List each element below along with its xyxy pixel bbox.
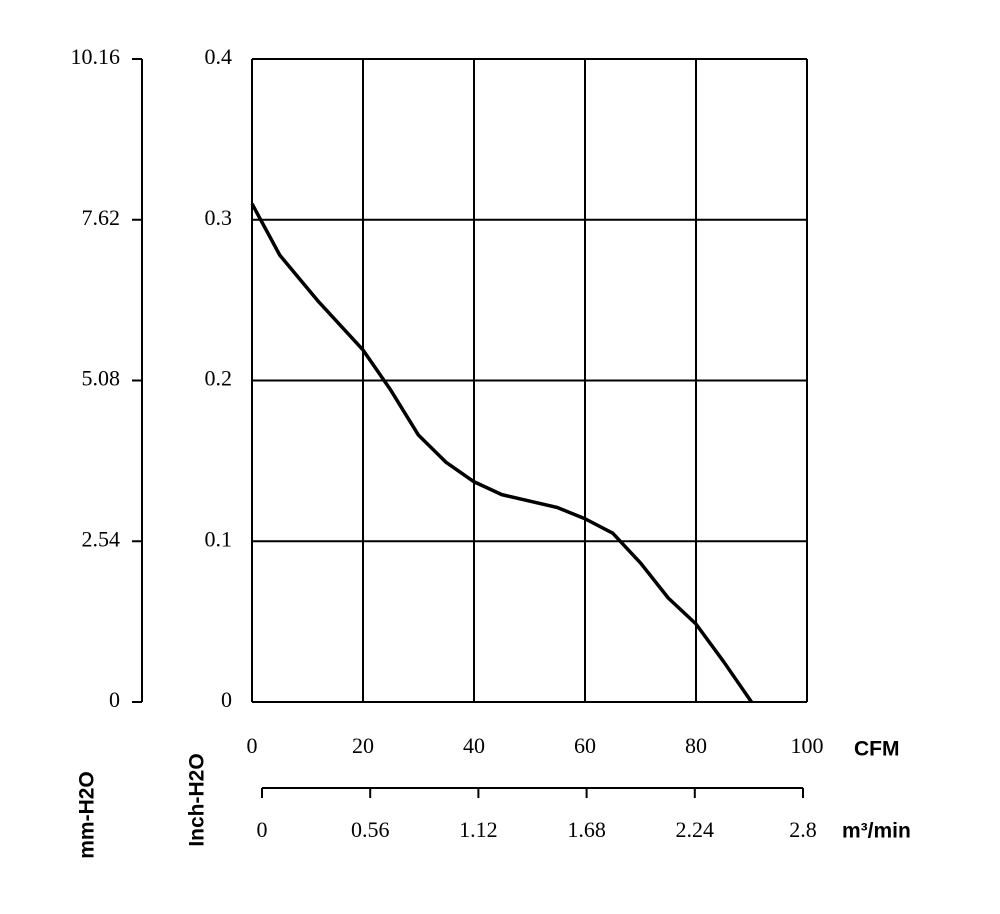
curve: [250, 202, 753, 703]
y2-tick-label: 10.16: [71, 44, 121, 69]
x-tick-label: 80: [685, 733, 707, 758]
y2-tick-label: 2.54: [82, 526, 121, 551]
x-axis-label: CFM: [854, 738, 900, 761]
y-axis-label: Inch-H2O: [186, 753, 209, 846]
x-tick-label: 100: [791, 733, 824, 758]
y-tick-label: 0: [221, 687, 232, 712]
x2-tick-label: 2.8: [789, 817, 817, 842]
x2-tick-label: 2.24: [676, 817, 715, 842]
y-tick-label: 0.4: [205, 44, 233, 69]
y2-tick-label: 5.08: [82, 366, 121, 391]
y-tick-label: 0.1: [205, 526, 233, 551]
x-tick-label: 60: [574, 733, 596, 758]
x2-tick-label: 1.68: [567, 817, 606, 842]
x2-tick-label: 0.56: [351, 817, 390, 842]
y2-tick-label: 7.62: [82, 205, 121, 230]
y-tick-label: 0.2: [205, 366, 233, 391]
y-tick-label: 0.3: [205, 205, 233, 230]
x-tick-label: 0: [247, 733, 258, 758]
y2-axis-label: mm-H2O: [76, 771, 99, 859]
y2-tick-label: 0: [109, 687, 120, 712]
x2-tick-label: 0: [257, 817, 268, 842]
x2-axis-label: m³/min: [842, 820, 911, 843]
x-tick-label: 20: [352, 733, 374, 758]
x2-tick-label: 1.12: [459, 817, 498, 842]
x-tick-label: 40: [463, 733, 485, 758]
